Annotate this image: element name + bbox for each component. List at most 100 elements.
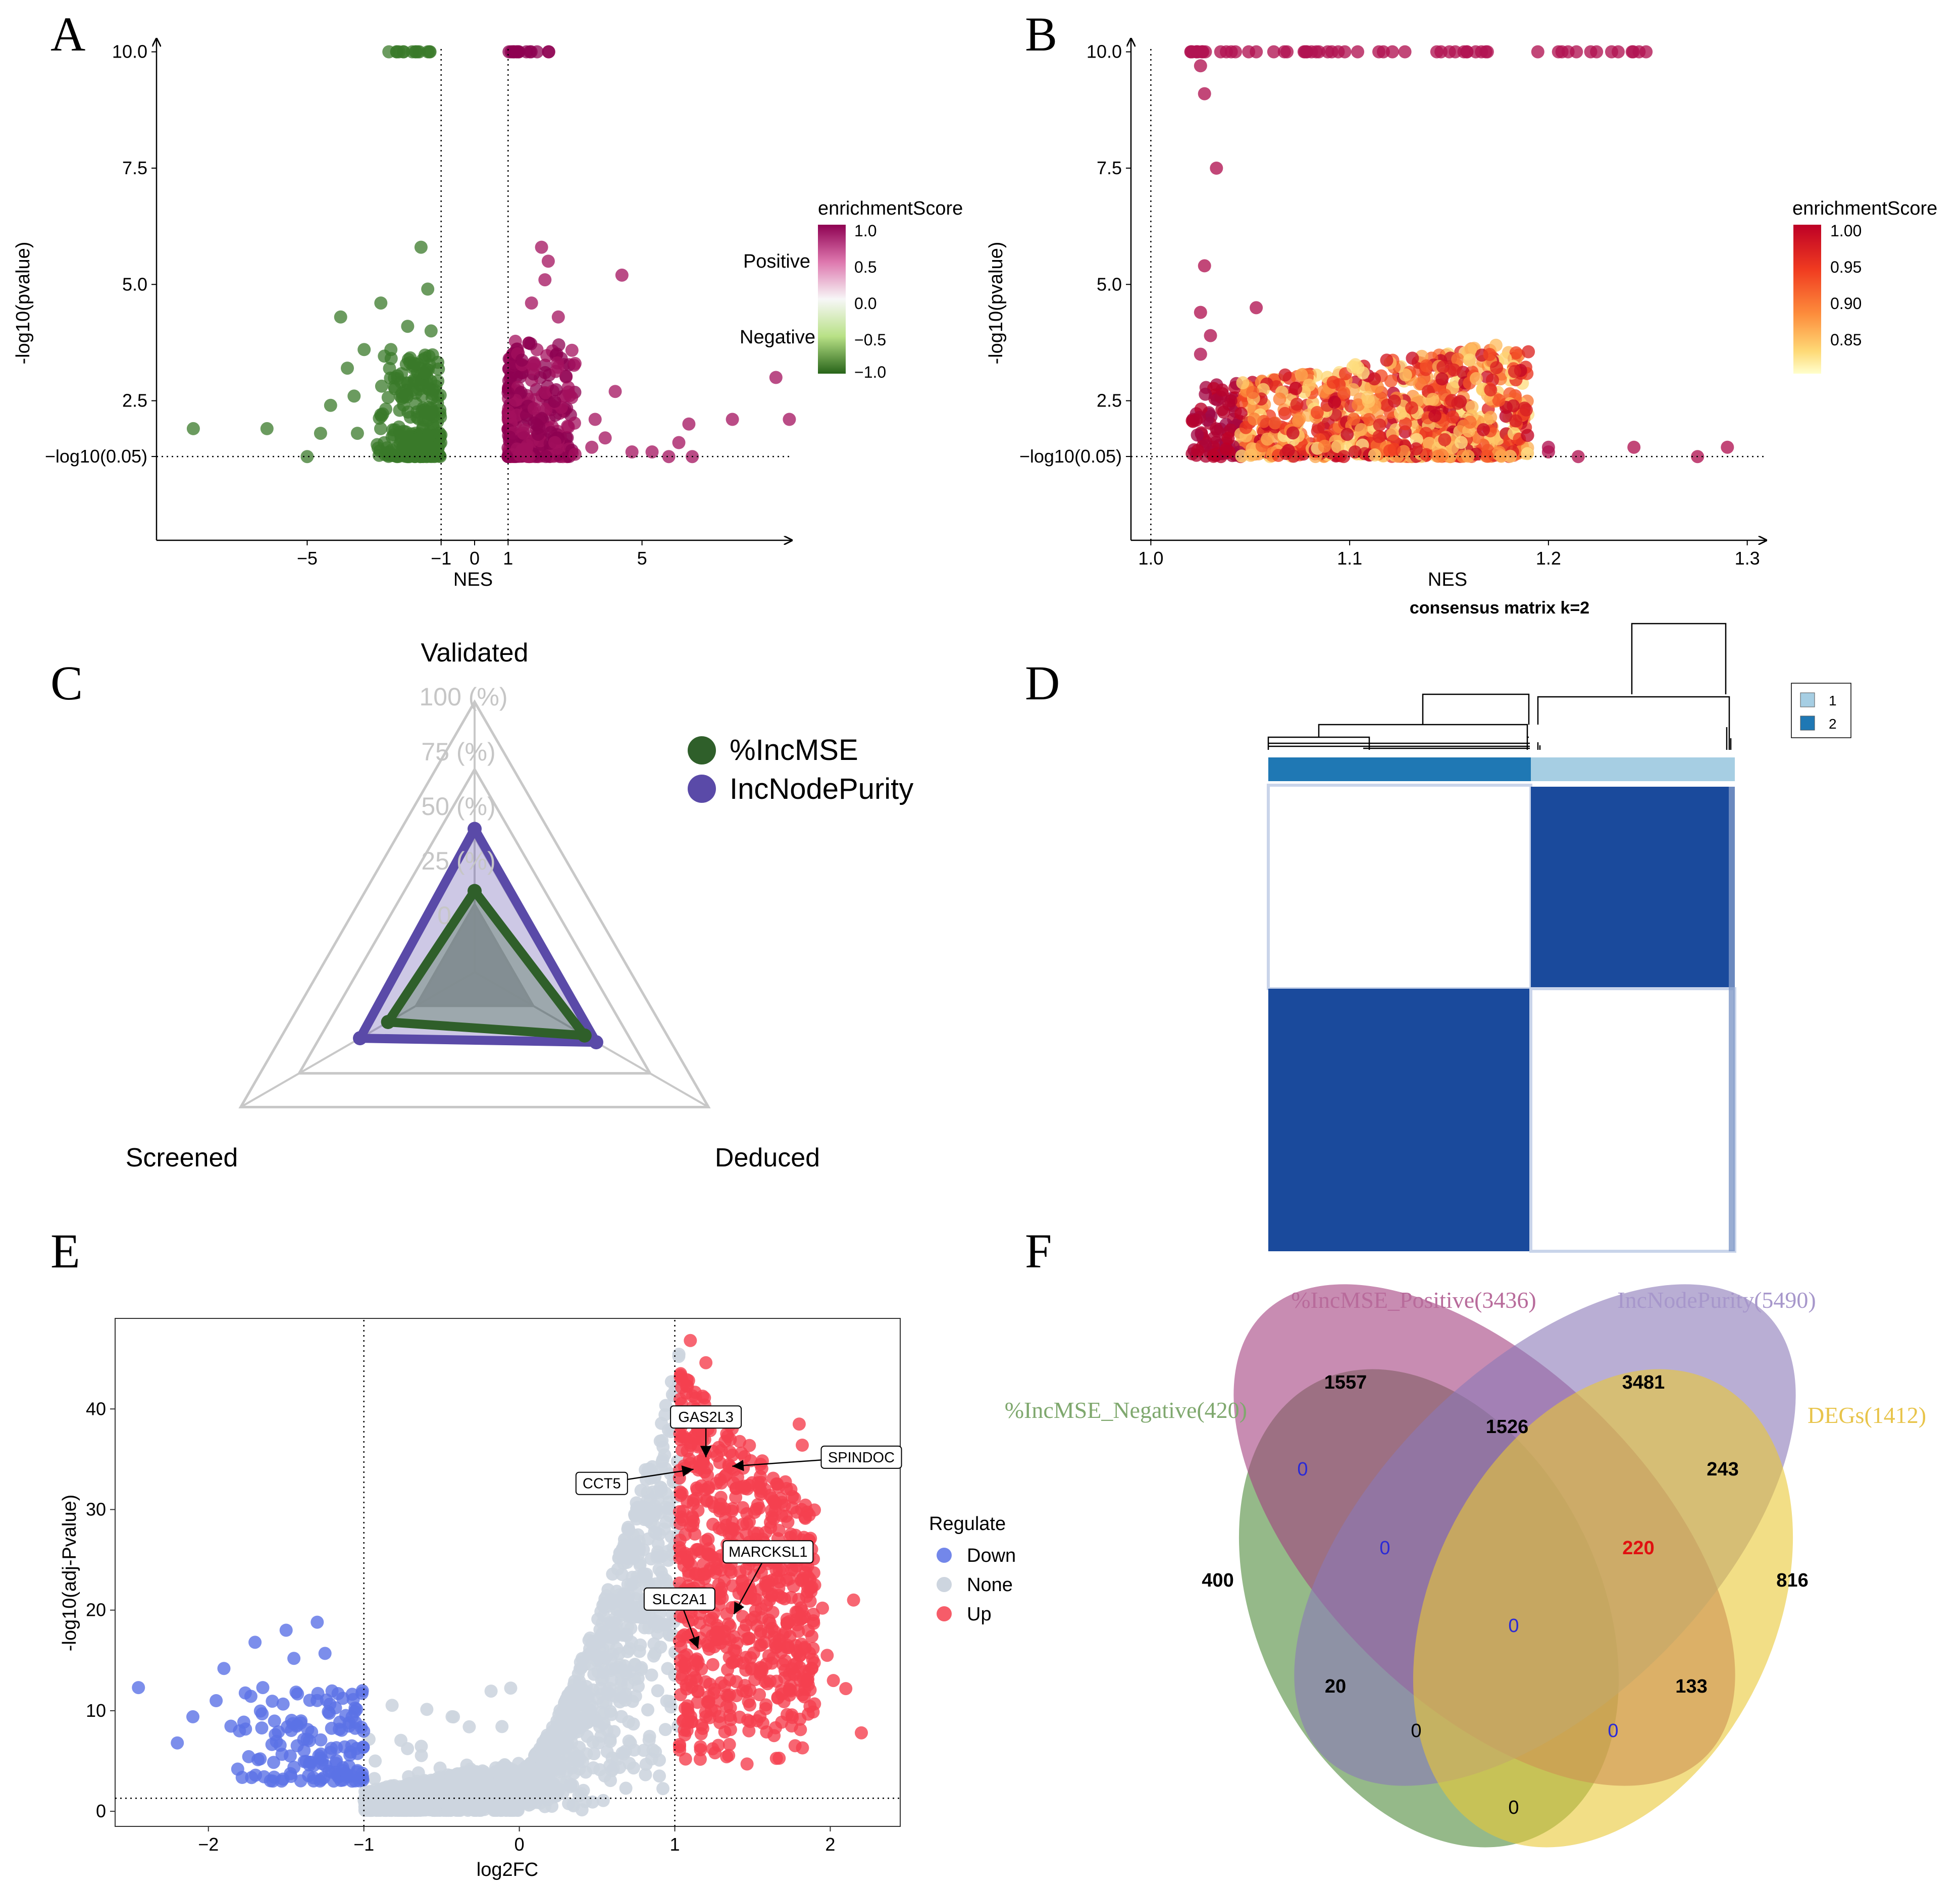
panel-b-point <box>1494 449 1508 463</box>
panel-e-none-point <box>524 1798 537 1811</box>
panel-e-none-point <box>659 1573 673 1587</box>
panel-e-down-point <box>311 1615 324 1629</box>
panel-d-legend: 1 2 <box>1791 683 1851 738</box>
panel-a-x-tick-label-2: 0 <box>470 548 480 569</box>
panel-e-down-point <box>355 1684 369 1698</box>
panel-c-vertex-nodepurity-0 <box>468 822 482 836</box>
panel-e-up-point <box>753 1668 767 1681</box>
panel-a-positive-point <box>542 45 555 59</box>
panel-a-negative-point <box>390 45 403 59</box>
panel-a-positive-point <box>615 268 629 282</box>
panel-b-point <box>1484 383 1498 397</box>
panel-e-up-point <box>674 1517 687 1530</box>
panel-e-up-point <box>682 1374 695 1388</box>
panel-e-up-point <box>754 1583 768 1596</box>
panel-b-point <box>1302 378 1316 392</box>
panel-a-negative-point <box>401 320 415 333</box>
panel-a-negative-point <box>409 45 423 59</box>
panel-e-none-point <box>441 1804 455 1817</box>
panel-a-x-tick-label-3: 1 <box>503 548 513 569</box>
panel-e-y-tick-label-0: 0 <box>96 1801 106 1821</box>
panel-e-up-point <box>769 1752 783 1765</box>
panel-a-negative-point <box>400 388 414 402</box>
panel-e-none-point <box>553 1704 567 1717</box>
panel-a-negative-point <box>394 375 408 389</box>
panel-b-point <box>1373 418 1386 432</box>
panel-b-point <box>1199 387 1212 401</box>
panel-e-none-point <box>622 1597 635 1611</box>
panel-a-negative-point <box>421 282 435 296</box>
panel-e-up-point <box>688 1433 701 1446</box>
panel-a-positive-point <box>540 349 554 363</box>
panel-a-legend-tick-3: −0.5 <box>854 331 886 349</box>
panel-e-up-point <box>775 1715 789 1729</box>
panel-a-legend-tick-2: 0.0 <box>854 294 876 313</box>
panel-e-none-point <box>629 1690 642 1703</box>
panel-e-up-point <box>701 1533 715 1546</box>
panel-c-axis-label-deduced: Deduced <box>715 1143 820 1172</box>
panel-e-none-point <box>615 1568 629 1581</box>
panel-a-negative-point <box>260 422 274 435</box>
panel-e-up-point <box>715 1626 729 1640</box>
panel-b-point <box>1236 376 1250 390</box>
panel-a-negative-point <box>431 442 444 455</box>
panel-d-legend-swatch-2 <box>1800 716 1815 731</box>
panel-e-down-point <box>317 1771 331 1784</box>
panel-e-none-point <box>647 1637 661 1651</box>
panel-e-down-point <box>231 1762 244 1776</box>
panel-b-point <box>1508 365 1521 378</box>
panel-d-block-top-right <box>1531 787 1735 989</box>
panel-label-A: A <box>50 7 85 61</box>
panel-e-legend-label-up: Up <box>967 1604 992 1625</box>
panel-c-axis-label-validated: Validated <box>421 638 529 668</box>
panel-b-point <box>1194 347 1207 361</box>
panel-e-up-point <box>724 1433 737 1446</box>
panel-e-y-tick-label-1: 10 <box>86 1700 106 1721</box>
panel-e-up-point <box>796 1439 809 1452</box>
panel-a-x-label: NES <box>453 569 493 590</box>
panel-c-vertex-incmse-0 <box>468 884 482 898</box>
panel-e-none-point <box>474 1770 487 1783</box>
panel-e-up-point <box>743 1698 757 1712</box>
panel-c-grid-label-100: 100 (%) <box>419 683 507 711</box>
panel-c-grid-ring-2 <box>297 767 652 1075</box>
panel-b-point <box>1198 87 1211 100</box>
panel-a-negative-point <box>416 420 430 434</box>
panel-b-point <box>1387 394 1401 408</box>
panel-a-legend-tick-1: 0.5 <box>854 258 876 276</box>
panel-e-up-point <box>720 1700 734 1713</box>
venn-region-all-four: 0 <box>1508 1615 1519 1637</box>
panel-e-up-point <box>740 1757 754 1771</box>
panel-label-F: F <box>1025 1224 1052 1278</box>
panel-e-up-point <box>792 1417 806 1431</box>
venn-region-neg-deg: 0 <box>1508 1797 1519 1818</box>
panel-b-point <box>1210 162 1223 175</box>
panel-b-point <box>1211 424 1224 438</box>
panel-e-none-point <box>614 1673 628 1687</box>
venn-region-counts: 1557 3481 1526 243 0 0 220 400 816 0 20 133 0 0 0 <box>1202 1372 1808 1818</box>
panel-e-none-point <box>600 1745 614 1758</box>
panel-a-negative-point <box>426 384 439 398</box>
panel-e-down-point <box>294 1774 307 1788</box>
panel-a-negative-point <box>381 391 395 404</box>
panel-a-negative-point <box>357 343 371 356</box>
panel-b-point <box>1234 406 1248 420</box>
panel-b-point <box>1426 393 1439 406</box>
panel-e-none-point <box>642 1733 656 1747</box>
panel-c-grid-label-25: 25 (%) <box>421 847 495 875</box>
panel-e-legend-label-down: Down <box>967 1545 1016 1566</box>
panel-e-up-point <box>723 1527 736 1541</box>
panel-e-none-point <box>358 1803 372 1816</box>
venn-region-all-but-neg: 220 <box>1622 1538 1654 1559</box>
panel-e-down-point <box>330 1741 343 1755</box>
panel-e-up-point <box>720 1750 734 1764</box>
panel-e-none-point <box>617 1747 631 1761</box>
panel-b-point <box>1406 351 1419 365</box>
panel-e-none-point <box>493 1771 507 1784</box>
venn-region-pos-only: 1557 <box>1324 1372 1367 1393</box>
panel-a-positive-point <box>549 383 563 396</box>
panel-a-positive-point <box>524 337 538 350</box>
panel-e-none-point <box>605 1764 618 1777</box>
panel-e-up-point <box>694 1740 707 1754</box>
